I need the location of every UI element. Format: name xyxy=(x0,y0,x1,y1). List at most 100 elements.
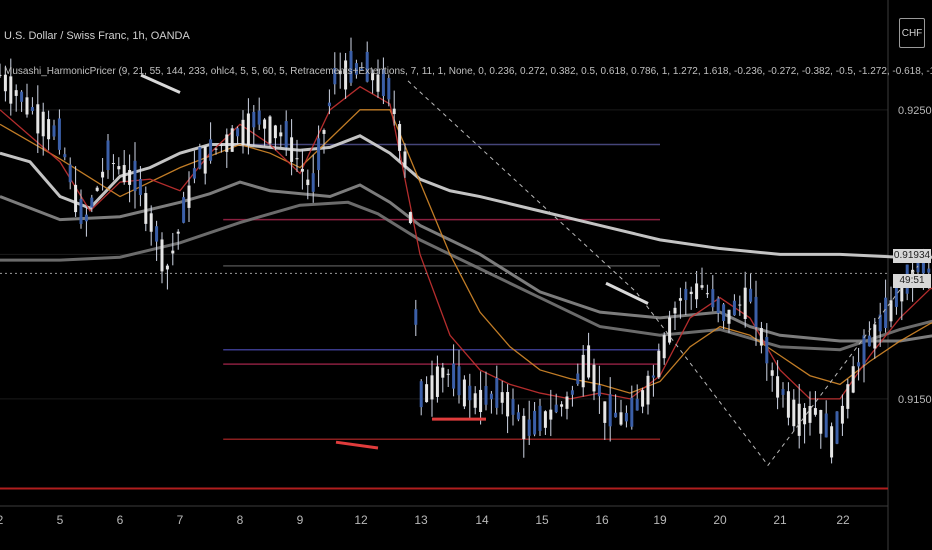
candle-body xyxy=(214,148,218,150)
x-tick-label: 20 xyxy=(713,513,727,527)
candle-body xyxy=(786,391,790,418)
candle-body xyxy=(446,373,450,375)
candle-body xyxy=(614,412,618,418)
candle-body xyxy=(333,68,337,85)
indicator-legend[interactable]: Musashi_HarmonicPricer (9, 21, 55, 144, … xyxy=(4,66,932,77)
candle-body xyxy=(646,375,650,405)
candle-body xyxy=(651,375,655,378)
last-price-label: 0.91934 xyxy=(893,249,931,263)
candle-body xyxy=(479,389,483,412)
candle-body xyxy=(149,213,153,232)
candle-body xyxy=(619,412,623,425)
candle-body xyxy=(554,404,558,413)
candle-body xyxy=(716,298,720,314)
candle-body xyxy=(392,108,396,115)
candle-body xyxy=(52,125,56,137)
x-tick-label: 16 xyxy=(595,513,609,527)
x-tick-label: 7 xyxy=(177,513,184,527)
candle-body xyxy=(295,158,299,160)
candle-body xyxy=(101,171,105,178)
candle-body xyxy=(689,291,693,295)
moving-average-line xyxy=(0,85,932,400)
candle-body xyxy=(473,393,477,408)
candle-body xyxy=(225,134,229,152)
candle-body xyxy=(603,401,607,423)
candle-body xyxy=(792,399,796,427)
candle-body xyxy=(0,74,2,76)
candle-body xyxy=(684,288,688,301)
candle-body xyxy=(630,397,634,427)
bar-countdown-label: 49:51 xyxy=(893,274,931,288)
candle-body xyxy=(219,144,223,146)
candle-body xyxy=(846,384,850,409)
candle-body xyxy=(381,69,385,97)
candle-body xyxy=(921,260,925,274)
candle-body xyxy=(354,63,358,75)
candle-body xyxy=(257,110,261,125)
candle-body xyxy=(252,111,256,128)
candle-body xyxy=(797,403,801,436)
candle-body xyxy=(727,309,731,324)
candle-body xyxy=(419,381,423,408)
candle-body xyxy=(79,199,83,224)
candle-body xyxy=(144,193,148,224)
candle-body xyxy=(840,405,844,424)
x-tick-label: 19 xyxy=(653,513,667,527)
candle-body xyxy=(543,411,547,428)
candle-body xyxy=(813,408,817,415)
candle-body xyxy=(527,419,531,436)
pattern-accent-segment xyxy=(335,440,379,450)
candle-body xyxy=(522,415,526,440)
candle-body xyxy=(894,287,898,307)
candle-body xyxy=(122,165,126,183)
candle-body xyxy=(835,411,839,444)
candle-body xyxy=(435,366,439,397)
candle-body xyxy=(889,300,893,322)
candle-body xyxy=(597,385,601,397)
candle-body xyxy=(47,119,51,140)
candle-body xyxy=(457,366,461,396)
candle-body xyxy=(209,139,213,161)
candle-body xyxy=(430,375,434,400)
x-tick-label: 12 xyxy=(354,513,368,527)
candle-body xyxy=(344,60,348,90)
candle-body xyxy=(322,130,326,134)
symbol-title[interactable]: U.S. Dollar / Swiss Franc, 1h, OANDA xyxy=(4,30,190,42)
candle-body xyxy=(20,91,24,102)
candle-body xyxy=(511,399,515,415)
y-tick-label: 0.91500 xyxy=(898,394,932,406)
candle-body xyxy=(657,350,661,378)
candle-body xyxy=(673,307,677,314)
candle-body xyxy=(138,179,142,196)
candle-body xyxy=(95,187,99,191)
currency-button[interactable]: CHF xyxy=(899,18,925,48)
candle-body xyxy=(781,389,785,395)
candle-body xyxy=(743,287,747,319)
candle-body xyxy=(851,366,855,393)
candle-body xyxy=(398,124,402,151)
candle-body xyxy=(268,116,272,144)
candle-body xyxy=(581,354,585,388)
candle-body xyxy=(624,412,628,422)
candle-body xyxy=(489,393,493,400)
candle-body xyxy=(311,173,315,192)
candle-body xyxy=(106,140,110,171)
candle-body xyxy=(241,119,245,146)
candle-body xyxy=(830,426,834,458)
candle-body xyxy=(884,297,888,328)
candle-body xyxy=(300,168,304,172)
candle-body xyxy=(738,304,742,306)
moving-average-line xyxy=(0,200,932,352)
candle-body xyxy=(819,409,823,434)
x-tick-label: 15 xyxy=(535,513,549,527)
candle-body xyxy=(198,147,202,169)
candle-body xyxy=(635,398,639,411)
candle-body xyxy=(533,410,537,435)
candle-body xyxy=(873,324,877,349)
candle-body xyxy=(441,367,445,378)
candle-body xyxy=(165,265,169,270)
candle-body xyxy=(263,119,267,129)
candle-body xyxy=(230,128,234,152)
candle-body xyxy=(495,377,499,408)
